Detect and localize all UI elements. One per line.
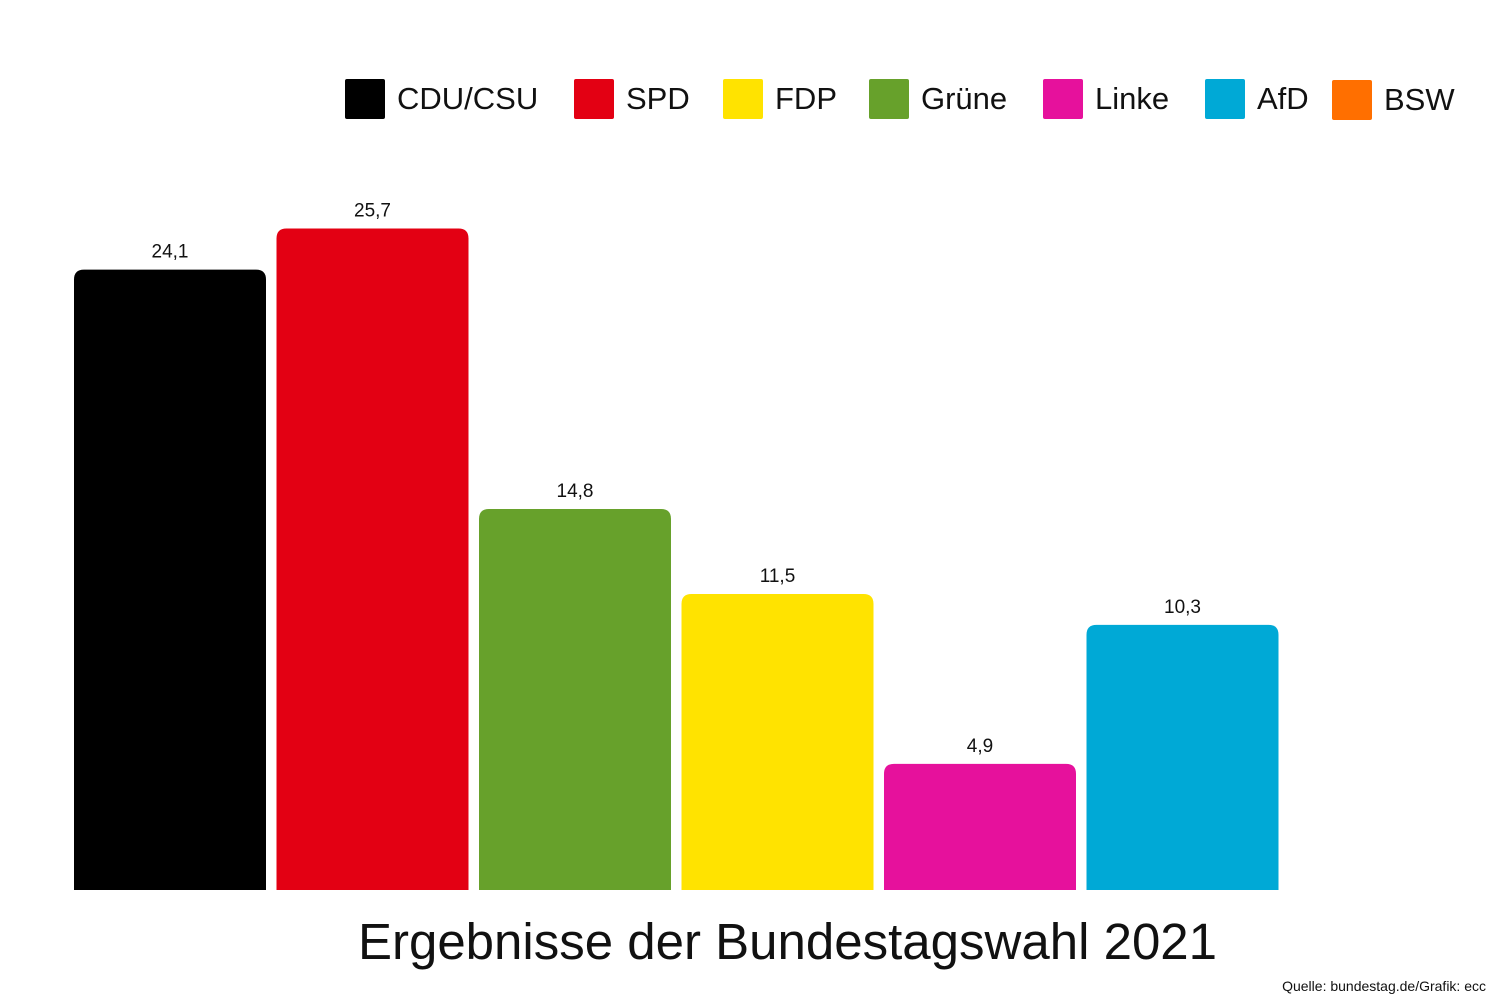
bar-value-label: 4,9	[967, 736, 993, 757]
bar	[479, 509, 671, 890]
legend-label: Linke	[1095, 81, 1170, 116]
legend-item: FDP	[723, 79, 837, 119]
legend-label: FDP	[775, 81, 837, 116]
bar	[74, 269, 266, 890]
legend-item: Linke	[1043, 79, 1169, 119]
legend-swatch	[869, 79, 909, 119]
bar-value-label: 14,8	[557, 481, 594, 502]
legend-label: CDU/CSU	[397, 81, 539, 116]
bar-value-label: 25,7	[354, 200, 391, 221]
chart-title: Ergebnisse der Bundestagswahl 2021	[357, 913, 1218, 970]
bar-value-label: 10,3	[1164, 597, 1201, 618]
legend-swatch	[345, 79, 385, 119]
bar	[681, 593, 874, 890]
bar	[276, 228, 469, 891]
legend-item: BSW	[1332, 80, 1455, 120]
legend-label: AfD	[1257, 81, 1309, 116]
legend-item: CDU/CSU	[345, 79, 538, 119]
bar-value-label: 11,5	[760, 566, 796, 587]
bar	[884, 763, 1076, 890]
legend-swatch	[574, 79, 614, 119]
legend-swatch	[1043, 79, 1083, 119]
source-note: Quelle: bundestag.de/Grafik: ecc	[1282, 978, 1486, 994]
legend-label: BSW	[1384, 82, 1455, 117]
legend-label: Grüne	[921, 81, 1008, 116]
bar-value-label: 24,1	[152, 242, 189, 263]
legend-swatch	[1332, 80, 1372, 120]
legend-item: Grüne	[869, 79, 1007, 119]
legend-swatch	[723, 79, 763, 119]
bar	[1086, 624, 1279, 890]
legend-item: SPD	[574, 79, 690, 119]
legend-swatch	[1205, 79, 1245, 119]
chart-legend: CDU/CSU SPD FDP Grüne Linke AfD BSW	[0, 0, 1500, 140]
legend-label: SPD	[626, 81, 690, 116]
legend-item: AfD	[1205, 79, 1309, 119]
